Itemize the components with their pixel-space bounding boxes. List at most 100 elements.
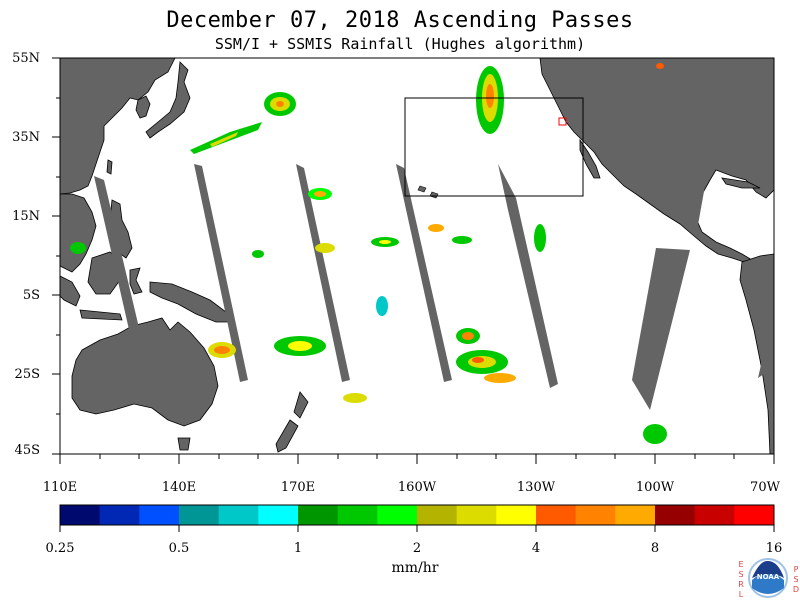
swath-gaps — [94, 158, 772, 410]
lon-label: 160W — [397, 480, 437, 495]
land-baja — [579, 138, 601, 179]
land-sumatra — [60, 275, 81, 307]
colorbar-swatch — [99, 505, 140, 525]
swath-gap — [498, 164, 558, 388]
land-tasmania — [177, 437, 191, 451]
lon-label: 140E — [161, 480, 197, 495]
rain-area — [214, 346, 230, 354]
rain-area — [379, 240, 391, 244]
land-asia — [60, 58, 176, 195]
rain-area — [314, 191, 326, 197]
colorbar-swatch — [179, 505, 220, 525]
lon-label: 130W — [516, 480, 556, 495]
rain-area — [343, 393, 367, 403]
colorbar-label: 8 — [650, 541, 660, 556]
swath-gap — [632, 248, 690, 410]
rain-area — [472, 357, 484, 363]
land-java — [79, 309, 123, 321]
lon-label: 100W — [635, 480, 675, 495]
colorbar-swatch — [694, 505, 735, 525]
swath-gap — [680, 158, 710, 236]
noaa-logo — [748, 558, 788, 598]
swath-gap — [396, 164, 452, 382]
rain-area — [376, 296, 388, 316]
colorbar-swatch — [337, 505, 378, 525]
colorbar-swatch — [456, 505, 497, 525]
lat-label: 55N — [12, 51, 40, 66]
colorbar-swatch — [536, 505, 577, 525]
rain-area — [462, 332, 474, 340]
land-hawaii — [417, 185, 439, 199]
colorbar-label: 4 — [531, 541, 541, 556]
lon-label: 70W — [750, 480, 780, 495]
colorbar-swatch — [575, 505, 616, 525]
swath-gap — [194, 164, 248, 382]
lat-ticks — [52, 57, 60, 455]
lat-label: 35N — [12, 130, 40, 145]
rain-area — [428, 224, 444, 232]
colorbar-swatch — [258, 505, 299, 525]
colorbar-swatch — [139, 505, 180, 525]
swath-gap — [296, 164, 350, 382]
lon-label: 170E — [280, 480, 316, 495]
rain-area — [252, 250, 264, 258]
rain-area — [276, 101, 284, 107]
site-marker — [558, 117, 567, 126]
rain-area — [452, 236, 472, 244]
lon-label: 110E — [42, 480, 78, 495]
land-south-america — [739, 253, 774, 454]
land-australia — [71, 317, 219, 427]
colorbar-label: 0.25 — [45, 541, 75, 556]
colorbar-label: 2 — [412, 541, 422, 556]
land-new-zealand — [275, 391, 309, 453]
colorbar-label: 16 — [765, 541, 783, 556]
land-sulawesi — [129, 267, 143, 295]
rain-area — [656, 63, 664, 69]
map-title: December 07, 2018 Ascending Passes — [166, 8, 634, 33]
rain-area — [315, 243, 335, 253]
swath-gap — [94, 176, 140, 334]
swath-gap — [758, 330, 772, 378]
colorbar-swatch — [496, 505, 537, 525]
rain-area — [486, 84, 494, 108]
colorbar-label: 0.5 — [168, 541, 190, 556]
rain-area — [534, 224, 546, 252]
colorbar-label: 1 — [293, 541, 303, 556]
lat-label: 15N — [12, 209, 40, 224]
land-indochina — [60, 193, 97, 273]
highlight-region-box — [404, 97, 584, 197]
lon-ticks — [59, 454, 775, 464]
colorbar-ticks — [59, 525, 775, 532]
lat-label: 25S — [14, 367, 40, 382]
land-korea — [135, 95, 151, 119]
lat-label: 45S — [14, 443, 40, 458]
colorbar — [60, 505, 775, 525]
land-cuba — [721, 177, 761, 189]
rain-area — [70, 242, 86, 254]
rain-area — [210, 132, 238, 147]
rain-area — [288, 341, 312, 351]
land-japan — [145, 61, 191, 139]
lat-label: 5S — [22, 288, 40, 303]
colorbar-swatch — [655, 505, 696, 525]
colorbar-swatch — [218, 505, 259, 525]
land-north-america — [539, 58, 774, 263]
colorbar-swatch — [377, 505, 418, 525]
rainfall-areas — [70, 63, 667, 444]
rain-area — [643, 424, 667, 444]
map-content — [60, 58, 774, 454]
land-new-guinea — [149, 281, 233, 323]
colorbar-swatch — [615, 505, 656, 525]
map-subtitle: SSM/I + SSMIS Rainfall (Hughes algorithm… — [214, 35, 586, 53]
rain-area — [484, 373, 516, 383]
colorbar-swatch — [298, 505, 339, 525]
colorbar-swatch — [417, 505, 458, 525]
land-taiwan — [106, 159, 113, 175]
colorbar-swatch — [60, 505, 101, 525]
logo-name: NOAA — [756, 573, 780, 581]
colorbar-swatch — [734, 505, 775, 525]
colorbar-units: mm/hr — [391, 560, 439, 576]
